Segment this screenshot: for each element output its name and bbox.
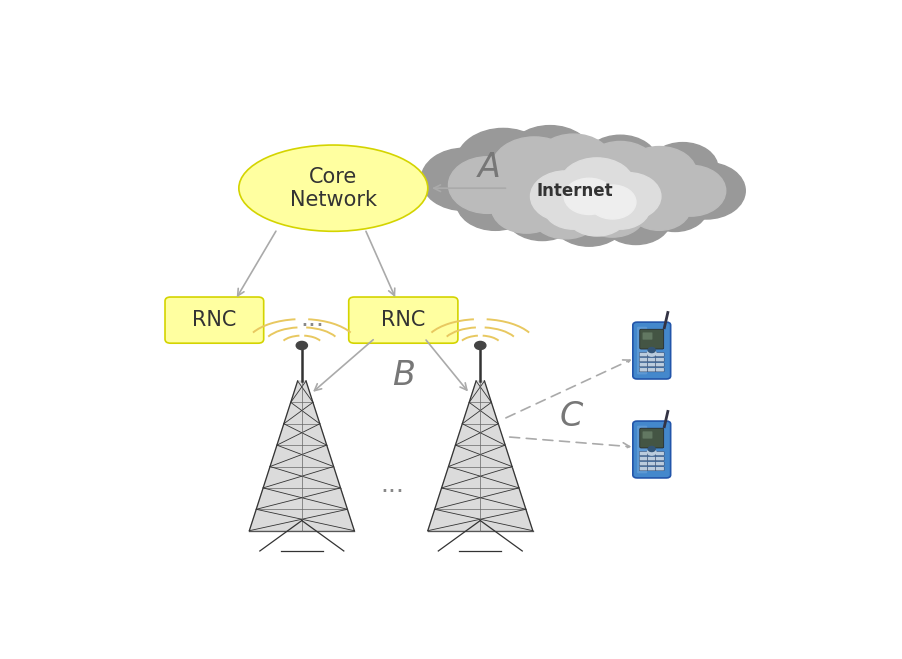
Text: RNC: RNC (381, 310, 425, 330)
FancyBboxPatch shape (639, 368, 647, 372)
FancyBboxPatch shape (636, 327, 647, 374)
FancyBboxPatch shape (647, 353, 655, 357)
FancyBboxPatch shape (632, 421, 670, 478)
FancyBboxPatch shape (655, 462, 664, 466)
FancyBboxPatch shape (655, 457, 664, 461)
Polygon shape (428, 381, 532, 530)
Text: B: B (391, 359, 414, 392)
FancyBboxPatch shape (632, 322, 670, 379)
Circle shape (667, 162, 744, 219)
Circle shape (565, 190, 628, 236)
Circle shape (588, 185, 635, 219)
Circle shape (590, 186, 649, 229)
Text: A: A (477, 152, 501, 185)
Text: ...: ... (381, 473, 404, 497)
Circle shape (551, 192, 626, 246)
FancyBboxPatch shape (647, 451, 655, 455)
Circle shape (529, 171, 600, 222)
Text: Internet: Internet (536, 182, 612, 200)
FancyBboxPatch shape (165, 297, 263, 343)
Circle shape (456, 174, 534, 231)
FancyBboxPatch shape (639, 457, 647, 461)
FancyBboxPatch shape (655, 362, 664, 367)
Polygon shape (249, 381, 354, 530)
FancyBboxPatch shape (647, 457, 655, 461)
Circle shape (648, 446, 655, 451)
FancyBboxPatch shape (642, 332, 652, 339)
Circle shape (507, 126, 593, 188)
Circle shape (549, 140, 628, 196)
FancyBboxPatch shape (639, 451, 647, 455)
Circle shape (628, 185, 690, 231)
Circle shape (641, 184, 707, 231)
FancyBboxPatch shape (639, 362, 647, 367)
FancyBboxPatch shape (647, 362, 655, 367)
Circle shape (579, 190, 645, 237)
Circle shape (491, 137, 576, 199)
FancyBboxPatch shape (639, 358, 647, 362)
FancyBboxPatch shape (639, 467, 647, 471)
Circle shape (420, 148, 507, 210)
FancyBboxPatch shape (647, 358, 655, 362)
Circle shape (529, 188, 600, 239)
FancyBboxPatch shape (639, 462, 647, 466)
Circle shape (534, 134, 612, 190)
FancyBboxPatch shape (655, 451, 664, 455)
FancyBboxPatch shape (655, 358, 664, 362)
Circle shape (621, 146, 696, 201)
Circle shape (647, 449, 655, 455)
Circle shape (296, 341, 307, 349)
Circle shape (655, 165, 725, 216)
Text: Core
Network: Core Network (290, 167, 376, 210)
Text: ...: ... (300, 306, 324, 331)
Circle shape (582, 135, 657, 190)
FancyBboxPatch shape (655, 368, 664, 372)
Circle shape (594, 173, 660, 220)
Text: RNC: RNC (192, 310, 236, 330)
FancyBboxPatch shape (647, 462, 655, 466)
Circle shape (456, 129, 549, 196)
Circle shape (600, 194, 670, 244)
Circle shape (648, 347, 655, 353)
FancyBboxPatch shape (639, 330, 663, 349)
Circle shape (647, 142, 717, 194)
FancyBboxPatch shape (642, 432, 652, 439)
Circle shape (491, 183, 561, 233)
Ellipse shape (238, 145, 428, 231)
Text: C: C (559, 400, 582, 433)
FancyBboxPatch shape (647, 368, 655, 372)
Circle shape (583, 142, 657, 194)
FancyBboxPatch shape (636, 426, 647, 473)
Circle shape (558, 158, 634, 212)
Circle shape (611, 150, 692, 209)
Circle shape (448, 157, 526, 214)
FancyBboxPatch shape (639, 353, 647, 357)
Circle shape (474, 341, 485, 349)
FancyBboxPatch shape (639, 428, 663, 448)
FancyBboxPatch shape (348, 297, 457, 343)
Circle shape (504, 186, 579, 241)
Circle shape (543, 186, 603, 229)
FancyBboxPatch shape (655, 353, 664, 357)
Circle shape (564, 178, 613, 214)
FancyBboxPatch shape (647, 467, 655, 471)
Circle shape (647, 350, 655, 356)
FancyBboxPatch shape (655, 467, 664, 471)
